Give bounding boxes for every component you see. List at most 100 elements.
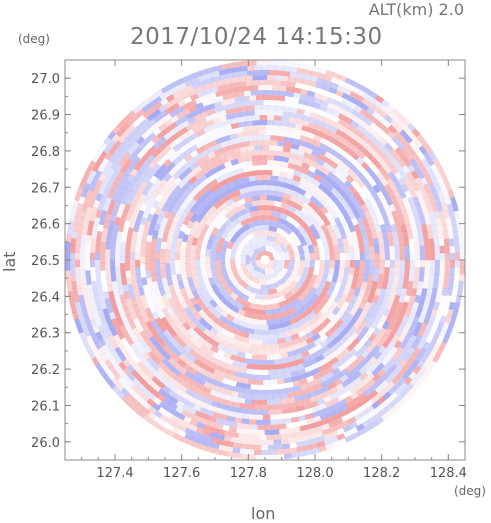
radar-cell (372, 294, 380, 304)
radar-cell (286, 86, 295, 93)
radar-cell (310, 293, 319, 303)
radar-cell (84, 213, 91, 222)
radar-cell (135, 252, 141, 260)
radar-cell (345, 406, 355, 414)
radar-cell (250, 249, 259, 260)
radar-cell (170, 102, 180, 111)
radar-cell (254, 293, 264, 300)
radar-cell (98, 216, 106, 226)
radar-cell (162, 329, 172, 339)
radar-cell (328, 425, 337, 434)
radar-cell (424, 267, 430, 275)
radar-cell (352, 370, 362, 380)
radar-cell (240, 331, 250, 339)
radar-cell (209, 326, 219, 336)
radar-cell (301, 230, 310, 240)
radar-cell (335, 123, 345, 132)
radar-cell (191, 290, 200, 300)
radar-cell (417, 281, 424, 290)
radar-cell (140, 248, 146, 257)
radar-cell (176, 273, 183, 283)
radar-cell (270, 60, 278, 66)
radar-cell (146, 356, 156, 366)
radar-cell (318, 408, 327, 416)
radar-cell (231, 82, 240, 89)
radar-cell (199, 68, 209, 76)
radar-cell (248, 135, 257, 141)
radar-cell (355, 129, 365, 139)
radar-cell (361, 355, 371, 365)
radar-cell (95, 148, 104, 157)
radar-cell (359, 245, 365, 254)
radar-cell (254, 65, 262, 71)
radar-cell (103, 136, 112, 146)
radar-cell (198, 280, 206, 290)
radar-cell (327, 165, 337, 175)
radar-cell (345, 216, 353, 226)
radar-cell (337, 393, 346, 402)
radar-cell (429, 245, 435, 254)
radar-cell (140, 216, 148, 226)
radar-cell (353, 223, 361, 233)
radar-cell (265, 250, 273, 257)
radar-cell (157, 136, 167, 145)
radar-cell (242, 383, 251, 390)
radar-cell (168, 154, 177, 163)
radar-cell (407, 281, 414, 290)
radar-cell (366, 350, 376, 360)
radar-cell (294, 347, 303, 356)
radar-cell (98, 337, 106, 347)
radar-cell (328, 245, 335, 254)
radar-cell (424, 252, 430, 261)
radar-cell (377, 368, 387, 378)
radar-cell (449, 245, 455, 254)
radar-cell (118, 308, 126, 317)
radar-cell (378, 166, 387, 175)
radar-cell (261, 150, 269, 156)
radar-cell (395, 327, 404, 337)
radar-cell (99, 151, 108, 160)
radar-cell (355, 423, 365, 432)
radar-cell (399, 129, 409, 139)
radar-cell (384, 327, 393, 337)
radar-cell (339, 294, 348, 304)
radar-cell (143, 165, 153, 175)
radar-cell (273, 237, 284, 247)
radar-cell (447, 281, 454, 289)
radar-cell (287, 307, 297, 315)
radar-cell (398, 321, 407, 331)
radar-cell (120, 173, 129, 183)
radar-cell (296, 154, 305, 163)
radar-cell (252, 160, 260, 166)
radar-cell (193, 113, 203, 122)
radar-cell (317, 153, 327, 162)
radar-cell (414, 252, 420, 261)
radar-cell (275, 327, 284, 335)
radar-cell (211, 437, 220, 445)
radar-cell (280, 357, 289, 364)
radar-cell (198, 79, 207, 87)
radar-cell (223, 119, 233, 126)
radar-cell (191, 82, 201, 90)
radar-cell (236, 91, 245, 98)
radar-cell (145, 256, 151, 264)
radar-cell (250, 125, 259, 131)
radar-cell (270, 379, 278, 385)
radar-cell (248, 419, 257, 425)
radar-cell (163, 131, 173, 141)
radar-cell (225, 149, 234, 157)
radar-cell (294, 203, 304, 212)
radar-cell (98, 368, 108, 378)
radar-cell (349, 125, 359, 135)
radar-cell (99, 196, 107, 205)
radar-cell (287, 157, 297, 165)
radar-cell (299, 172, 309, 180)
radar-cell (315, 82, 324, 90)
radar-cell (236, 86, 245, 93)
radar-cell (268, 185, 277, 191)
radar-cell (273, 353, 282, 360)
radar-cell (291, 143, 300, 150)
radar-cell (405, 358, 414, 368)
radar-cell (177, 345, 186, 354)
radar-cell (389, 260, 395, 268)
